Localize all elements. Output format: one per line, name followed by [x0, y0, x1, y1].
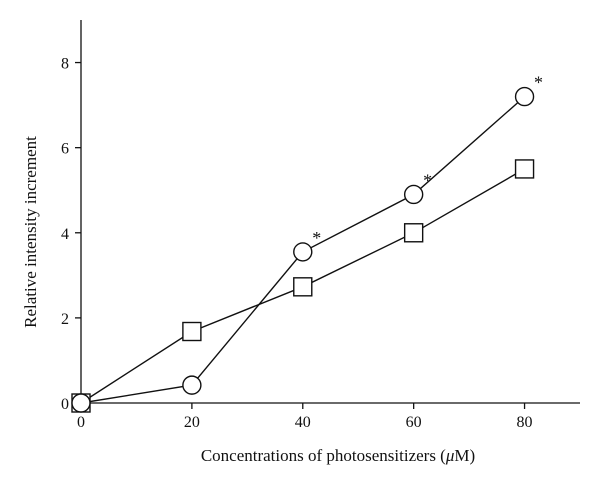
square-data-point [182, 321, 202, 342]
square-data-point [514, 159, 535, 179]
x-axis-title-unit-mu: μ [445, 446, 455, 465]
y-tick-label: 8 [61, 56, 69, 73]
x-tick-label: 60 [406, 414, 422, 431]
square-data-point [293, 277, 313, 297]
y-tick-label: 6 [61, 141, 69, 158]
x-axis-title-unit-rest: M) [454, 446, 475, 465]
circle-data-point [71, 393, 91, 413]
y-tick-label: 4 [61, 226, 69, 243]
significance-annotations: * * * [312, 73, 543, 248]
square-data-point [403, 223, 424, 243]
circle-data-point [514, 86, 535, 107]
x-tick-label: 0 [77, 414, 85, 431]
significance-asterisk: * [423, 170, 432, 190]
circle-data-point [403, 184, 424, 205]
x-tick-label: 20 [184, 414, 200, 431]
series-markers [71, 86, 535, 413]
y-tick-label: 2 [61, 311, 69, 328]
circle-data-point [182, 375, 202, 395]
axes [75, 20, 580, 409]
x-axis-title-main: Concentrations of photosensitizers ( [201, 446, 446, 465]
significance-asterisk: * [534, 73, 543, 93]
x-axis-title: Concentrations of photosensitizers (μM) [201, 446, 475, 465]
significance-asterisk: * [312, 228, 321, 248]
tick-labels: 0 20 40 60 80 0 2 4 6 8 [61, 56, 533, 431]
x-tick-label: 80 [517, 414, 533, 431]
y-axis-title: Relative intensity increment [21, 136, 40, 328]
x-tick-label: 40 [295, 414, 311, 431]
y-tick-label: 0 [61, 396, 69, 413]
circle-data-point [293, 242, 313, 262]
